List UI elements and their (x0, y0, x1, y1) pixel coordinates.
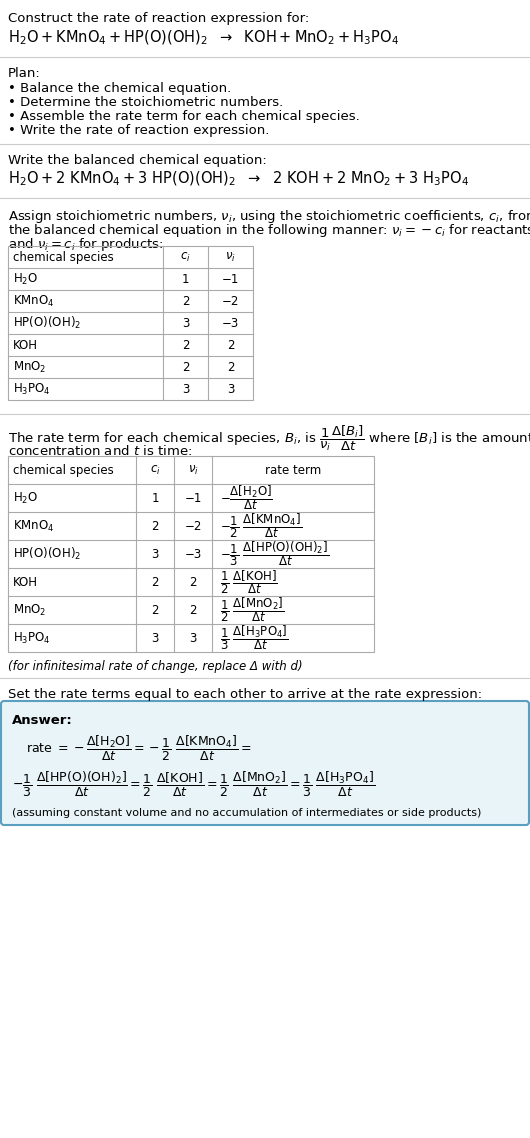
Text: $-\dfrac{\Delta[\mathrm{H_2O}]}{\Delta t}$: $-\dfrac{\Delta[\mathrm{H_2O}]}{\Delta t… (220, 484, 273, 512)
Text: 3: 3 (182, 316, 189, 330)
Text: The rate term for each chemical species, $B_i$, is $\dfrac{1}{\nu_i}\dfrac{\Delt: The rate term for each chemical species,… (8, 424, 530, 453)
Text: 2: 2 (182, 361, 189, 373)
Text: $\nu_i$: $\nu_i$ (225, 250, 236, 264)
Text: (assuming constant volume and no accumulation of intermediates or side products): (assuming constant volume and no accumul… (12, 808, 481, 818)
Text: 2: 2 (151, 520, 159, 533)
Text: $\dfrac{1}{2}\ \dfrac{\Delta[\mathrm{KOH}]}{\Delta t}$: $\dfrac{1}{2}\ \dfrac{\Delta[\mathrm{KOH… (220, 568, 278, 596)
Text: 2: 2 (227, 361, 234, 373)
Text: $\mathrm{H_2O}$: $\mathrm{H_2O}$ (13, 272, 38, 287)
Text: 2: 2 (189, 576, 197, 588)
Text: $\mathrm{H_3PO_4}$: $\mathrm{H_3PO_4}$ (13, 630, 51, 645)
Text: • Balance the chemical equation.: • Balance the chemical equation. (8, 82, 231, 94)
Text: 2: 2 (182, 338, 189, 352)
Text: −3: −3 (184, 547, 201, 561)
Text: the balanced chemical equation in the following manner: $\nu_i = -c_i$ for react: the balanced chemical equation in the fo… (8, 222, 530, 239)
Text: $-\dfrac{1}{3}\ \dfrac{\Delta[\mathrm{HP(O)(OH)_2}]}{\Delta t}$: $-\dfrac{1}{3}\ \dfrac{\Delta[\mathrm{HP… (220, 539, 329, 568)
Text: $\dfrac{1}{2}\ \dfrac{\Delta[\mathrm{MnO_2}]}{\Delta t}$: $\dfrac{1}{2}\ \dfrac{\Delta[\mathrm{MnO… (220, 595, 285, 625)
Text: 3: 3 (182, 382, 189, 396)
Text: 3: 3 (151, 632, 158, 644)
Text: $c_i$: $c_i$ (180, 250, 191, 264)
Text: $\mathrm{H_2O}$: $\mathrm{H_2O}$ (13, 490, 38, 505)
Text: KOH: KOH (13, 576, 38, 588)
Text: −2: −2 (222, 295, 239, 307)
Text: • Determine the stoichiometric numbers.: • Determine the stoichiometric numbers. (8, 96, 283, 109)
Text: $\mathrm{MnO_2}$: $\mathrm{MnO_2}$ (13, 602, 47, 618)
Text: 2: 2 (189, 603, 197, 617)
Text: $\mathrm{H_3PO_4}$: $\mathrm{H_3PO_4}$ (13, 381, 51, 396)
Text: −1: −1 (184, 492, 202, 504)
Text: $\mathrm{HP(O)(OH)_2}$: $\mathrm{HP(O)(OH)_2}$ (13, 315, 81, 331)
Text: • Assemble the rate term for each chemical species.: • Assemble the rate term for each chemic… (8, 110, 360, 123)
Text: −2: −2 (184, 520, 202, 533)
Text: 2: 2 (151, 576, 159, 588)
Text: 2: 2 (151, 603, 159, 617)
Text: 3: 3 (189, 632, 197, 644)
Text: $\mathrm{HP(O)(OH)_2}$: $\mathrm{HP(O)(OH)_2}$ (13, 546, 81, 562)
Text: Set the rate terms equal to each other to arrive at the rate expression:: Set the rate terms equal to each other t… (8, 688, 482, 701)
Bar (8, 246, 253, 399)
Text: $\mathrm{KMnO_4}$: $\mathrm{KMnO_4}$ (13, 294, 55, 308)
Text: $-\dfrac{1}{3}\ \dfrac{\Delta[\mathrm{HP(O)(OH)_2}]}{\Delta t} = \dfrac{1}{2}\ \: $-\dfrac{1}{3}\ \dfrac{\Delta[\mathrm{HP… (12, 770, 375, 799)
Text: and $\nu_i = c_i$ for products:: and $\nu_i = c_i$ for products: (8, 236, 164, 253)
Text: Answer:: Answer: (12, 714, 73, 727)
Text: $\mathrm{KMnO_4}$: $\mathrm{KMnO_4}$ (13, 519, 55, 534)
Text: −1: −1 (222, 272, 239, 286)
Text: 2: 2 (182, 295, 189, 307)
Text: Plan:: Plan: (8, 67, 41, 80)
Text: • Write the rate of reaction expression.: • Write the rate of reaction expression. (8, 124, 269, 137)
Text: $-\dfrac{1}{2}\ \dfrac{\Delta[\mathrm{KMnO_4}]}{\Delta t}$: $-\dfrac{1}{2}\ \dfrac{\Delta[\mathrm{KM… (220, 512, 302, 541)
Text: (for infinitesimal rate of change, replace Δ with d): (for infinitesimal rate of change, repla… (8, 660, 303, 673)
Text: rate term: rate term (265, 463, 321, 477)
Text: $\mathrm{H_2O + 2\ KMnO_4 + 3\ HP(O)(OH)_2}$  $\rightarrow$  $\mathrm{2\ KOH + 2: $\mathrm{H_2O + 2\ KMnO_4 + 3\ HP(O)(OH)… (8, 170, 469, 189)
Text: chemical species: chemical species (13, 250, 114, 264)
Text: Assign stoichiometric numbers, $\nu_i$, using the stoichiometric coefficients, $: Assign stoichiometric numbers, $\nu_i$, … (8, 208, 530, 225)
Text: Write the balanced chemical equation:: Write the balanced chemical equation: (8, 154, 267, 167)
Text: concentration and $t$ is time:: concentration and $t$ is time: (8, 444, 192, 457)
Text: $c_i$: $c_i$ (149, 463, 161, 477)
Text: −3: −3 (222, 316, 239, 330)
Text: rate $= -\dfrac{\Delta[\mathrm{H_2O}]}{\Delta t} = -\dfrac{1}{2}\ \dfrac{\Delta[: rate $= -\dfrac{\Delta[\mathrm{H_2O}]}{\… (26, 734, 252, 762)
FancyBboxPatch shape (1, 701, 529, 825)
Text: $\dfrac{1}{3}\ \dfrac{\Delta[\mathrm{H_3PO_4}]}{\Delta t}$: $\dfrac{1}{3}\ \dfrac{\Delta[\mathrm{H_3… (220, 624, 288, 652)
Bar (8, 456, 374, 652)
Text: 2: 2 (227, 338, 234, 352)
Text: Construct the rate of reaction expression for:: Construct the rate of reaction expressio… (8, 13, 309, 25)
Text: 1: 1 (151, 492, 159, 504)
Text: chemical species: chemical species (13, 463, 114, 477)
Text: 1: 1 (182, 272, 189, 286)
Text: KOH: KOH (13, 338, 38, 352)
Text: $\nu_i$: $\nu_i$ (188, 463, 198, 477)
Text: $\mathrm{MnO_2}$: $\mathrm{MnO_2}$ (13, 360, 47, 374)
Text: 3: 3 (227, 382, 234, 396)
Text: 3: 3 (151, 547, 158, 561)
Text: $\mathrm{H_2O + KMnO_4 + HP(O)(OH)_2}$  $\rightarrow$  $\mathrm{KOH + MnO_2 + H_: $\mathrm{H_2O + KMnO_4 + HP(O)(OH)_2}$ $… (8, 28, 399, 48)
